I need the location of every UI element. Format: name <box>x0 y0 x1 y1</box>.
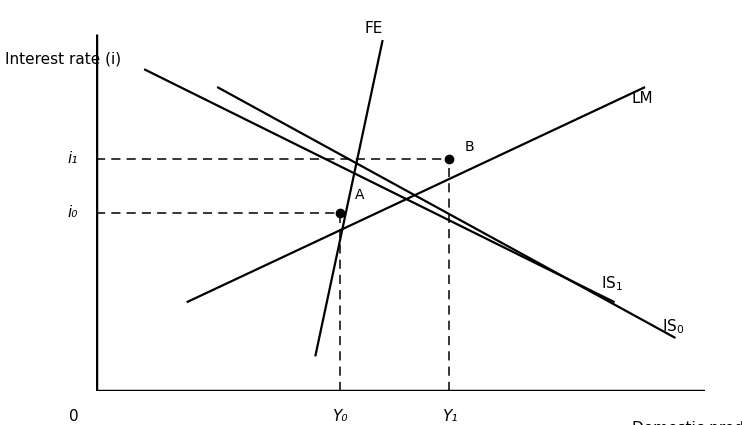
Text: 0: 0 <box>68 409 78 424</box>
Text: Y₁: Y₁ <box>441 409 457 424</box>
Text: i₀: i₀ <box>68 205 78 220</box>
Text: Interest rate (i): Interest rate (i) <box>5 52 122 67</box>
Text: Domestic product (Y): Domestic product (Y) <box>632 421 742 425</box>
Text: FE: FE <box>364 21 382 36</box>
Text: B: B <box>464 139 474 153</box>
Text: IS$_0$: IS$_0$ <box>663 317 685 336</box>
Text: A: A <box>355 188 364 202</box>
Text: Y₀: Y₀ <box>332 409 347 424</box>
Text: LM: LM <box>632 91 654 106</box>
Text: IS$_1$: IS$_1$ <box>602 275 623 293</box>
Text: i₁: i₁ <box>68 151 78 167</box>
